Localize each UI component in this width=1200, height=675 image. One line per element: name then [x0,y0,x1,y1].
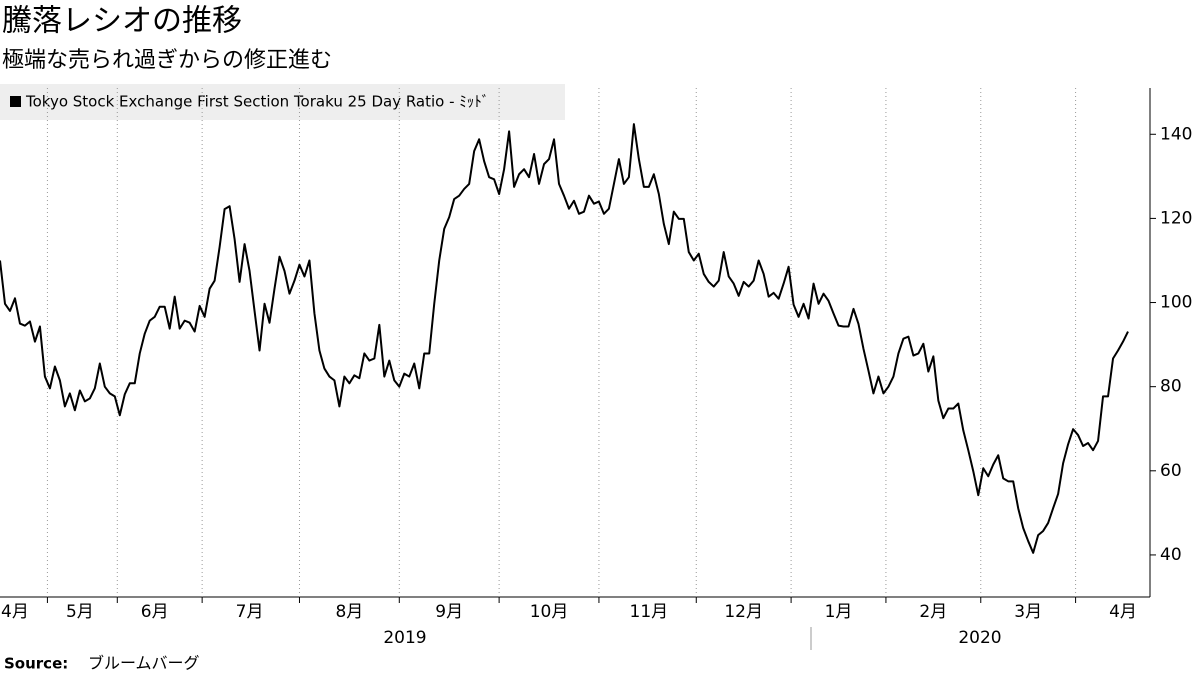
y-tick-label: 40 [1160,545,1182,565]
y-tick-label: 80 [1160,377,1182,397]
y-tick-label: 140 [1160,124,1192,144]
x-tick-label: 5月 [66,602,94,622]
y-tick-label: 100 [1160,293,1192,313]
legend-background [0,84,565,120]
x-tick-label: 4月 [1,602,29,622]
y-tick-label: 60 [1160,461,1182,481]
x-tick-label: 11月 [630,602,669,622]
x-tick-label: 1月 [825,602,853,622]
year-label: 2019 [383,628,426,648]
x-tick-label: 9月 [435,602,463,622]
legend-swatch [10,96,21,107]
legend-label: Tokyo Stock Exchange First Section Torak… [25,93,489,111]
x-tick-label: 6月 [141,602,169,622]
y-tick-label: 120 [1160,208,1192,228]
x-tick-label: 4月 [1109,602,1137,622]
source-text: ブルームバーグ [88,654,200,673]
chart-title: 騰落レシオの推移 [2,4,242,39]
x-tick-label: 10月 [530,602,569,622]
data-line [0,123,1129,554]
year-label: 2020 [958,628,1001,648]
x-tick-label: 12月 [724,602,763,622]
x-tick-label: 8月 [335,602,363,622]
x-tick-label: 7月 [236,602,264,622]
x-tick-label: 2月 [919,602,947,622]
x-tick-label: 3月 [1014,602,1042,622]
chart-subtitle: 極端な売られ過ぎからの修正進む [2,48,332,73]
source-label: Source: [4,655,68,673]
